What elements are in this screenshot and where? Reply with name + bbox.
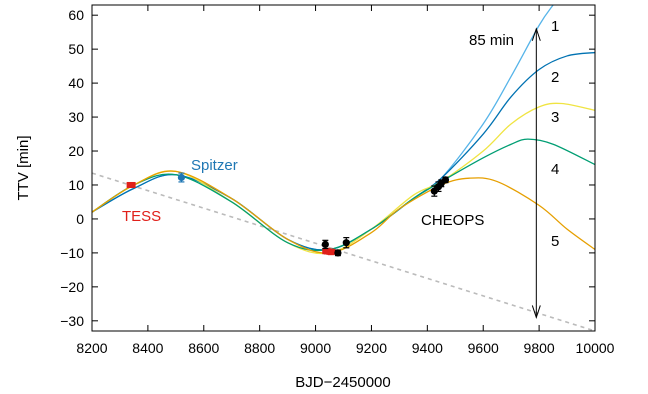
y-tick-label: −30	[60, 313, 84, 329]
axis-ticks: 8200 8400 8600 8800 9000 9200 9400 9600 9800 1000…	[60, 5, 615, 356]
x-tick-label: 9400	[412, 340, 443, 356]
cheops-label: CHEOPS	[421, 212, 484, 229]
x-tick-label: 9000	[300, 340, 331, 356]
data-point-cheops	[441, 176, 450, 184]
x-tick-label: 9800	[524, 340, 555, 356]
x-tick-label: 9600	[468, 340, 499, 356]
y-tick-label: −20	[60, 279, 84, 295]
spitzer-label: Spitzer	[191, 157, 238, 174]
data-point-cheops	[334, 249, 342, 257]
y-tick-label: 0	[76, 211, 84, 227]
series-label-5: 5	[551, 233, 559, 250]
data-points	[126, 172, 450, 257]
x-tick-label: 8400	[132, 340, 163, 356]
y-tick-label: 20	[68, 143, 84, 159]
range-arrow-head-up	[531, 27, 541, 41]
x-tick-label: 8200	[76, 340, 107, 356]
range-arrow-head-down	[531, 305, 541, 319]
x-tick-label: 8800	[244, 340, 275, 356]
x-tick-label: 10000	[576, 340, 615, 356]
y-tick-label: 40	[68, 75, 84, 91]
series-label-1: 1	[551, 18, 559, 35]
data-point-tess	[326, 248, 336, 256]
data-point-spitzer	[177, 172, 186, 183]
series-line-2	[92, 51, 595, 251]
series-line-3	[92, 102, 595, 255]
plot-frame	[91, 4, 596, 332]
x-tick-label: 9200	[356, 340, 387, 356]
model-curves	[92, 5, 595, 255]
range-arrow	[531, 27, 541, 319]
data-point-cheops	[430, 185, 438, 197]
y-tick-label: 50	[68, 41, 84, 57]
y-tick-label: 30	[68, 109, 84, 125]
series-label-3: 3	[551, 109, 559, 126]
series-label-2: 2	[551, 69, 559, 86]
y-tick-label: 10	[68, 177, 84, 193]
x-axis-title: BJD−2450000	[295, 374, 391, 391]
tess-label: TESS	[122, 208, 161, 225]
data-point-cheops	[342, 237, 350, 249]
series-label-4: 4	[551, 161, 559, 178]
range-label: 85 min	[469, 32, 514, 49]
data-point-cheops	[321, 239, 329, 250]
linear-ephemeris-layer	[92, 172, 595, 331]
y-tick-label: 60	[68, 7, 84, 23]
data-point-tess	[126, 181, 136, 188]
x-tick-label: 8600	[188, 340, 219, 356]
series-line-4	[92, 138, 595, 252]
y-axis-title: TTV [min]	[15, 135, 32, 200]
y-tick-label: −10	[60, 245, 84, 261]
linear-ephemeris-line	[92, 172, 595, 331]
